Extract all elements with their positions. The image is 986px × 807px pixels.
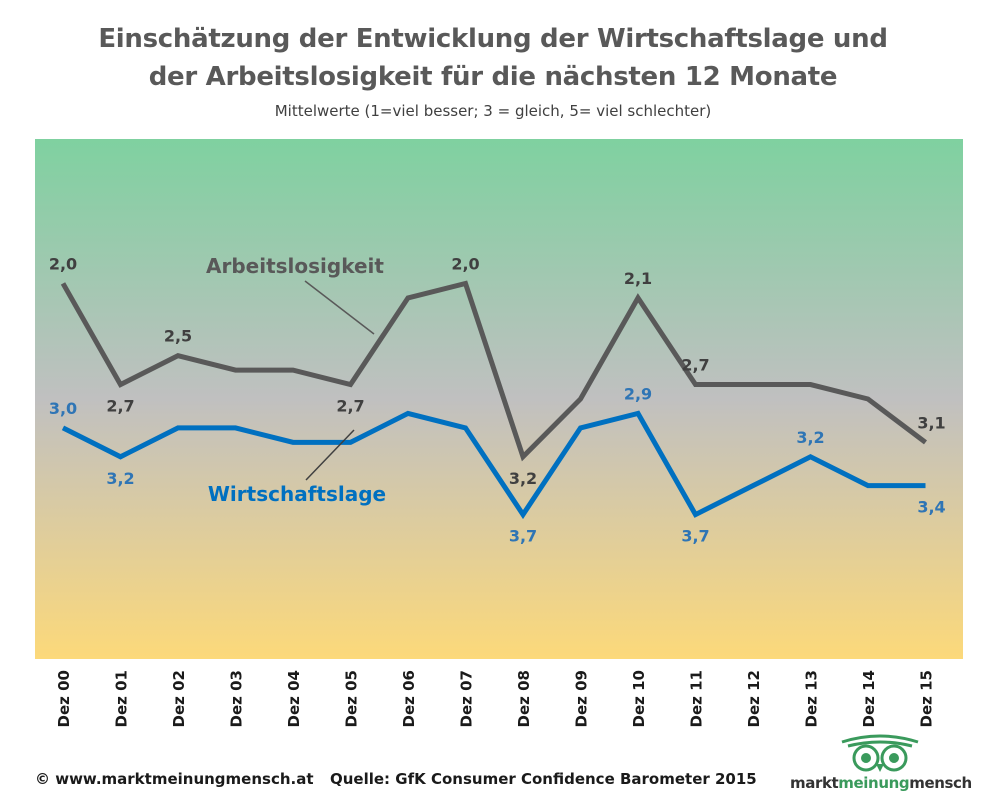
data-label-arbeitslosigkeit: 2,1 (624, 269, 652, 288)
x-tick-label: Dez 00 (55, 670, 73, 727)
series-label-wirtschaftslage: Wirtschaftslage (208, 482, 386, 506)
x-tick-label: Dez 03 (228, 670, 246, 727)
x-tick-label: Dez 04 (285, 670, 303, 727)
x-tick-label: Dez 09 (573, 670, 591, 727)
data-label-wirtschaftslage: 3,2 (796, 428, 824, 447)
x-tick-label: Dez 13 (803, 670, 821, 727)
x-tick-label: Dez 07 (458, 670, 476, 727)
series-line-wirtschaftslage (61, 410, 926, 520)
data-label-arbeitslosigkeit: 2,0 (451, 254, 479, 273)
logo-part-2: meinung (838, 774, 910, 792)
x-tick-label: Dez 06 (400, 670, 418, 727)
logo-wordmark: marktmeinungmensch (790, 774, 972, 792)
owl-icon (841, 734, 919, 772)
data-label-arbeitslosigkeit: 2,7 (336, 397, 364, 416)
data-label-wirtschaftslage: 3,7 (681, 527, 709, 546)
logo-part-1: markt (790, 774, 839, 792)
data-label-arbeitslosigkeit: 2,5 (164, 327, 192, 346)
x-tick-label: Dez 12 (745, 670, 763, 727)
company-logo: marktmeinungmensch (790, 732, 972, 802)
chart-title-line-1: Einschätzung der Entwicklung der Wirtsch… (98, 24, 888, 54)
chart-title-line-2: der Arbeitslosigkeit für die nächsten 12… (148, 62, 838, 92)
chart-subtitle: Mittelwerte (1=viel besser; 3 = gleich, … (274, 102, 712, 120)
copyright-text: © www.marktmeinungmensch.at (35, 770, 314, 788)
x-tick-label: Dez 11 (688, 670, 706, 727)
data-label-arbeitslosigkeit: 3,2 (509, 469, 537, 488)
x-tick-label: Dez 10 (630, 670, 648, 727)
data-label-wirtschaftslage: 2,9 (624, 384, 652, 403)
data-label-arbeitslosigkeit: 2,0 (49, 254, 77, 273)
series-label-arbeitslosigkeit: Arbeitslosigkeit (206, 254, 384, 278)
data-label-arbeitslosigkeit: 2,7 (681, 356, 709, 375)
data-label-wirtschaftslage: 3,0 (49, 399, 77, 418)
data-label-wirtschaftslage: 3,2 (106, 469, 134, 488)
x-tick-label: Dez 15 (918, 670, 936, 727)
data-label-arbeitslosigkeit: 2,7 (106, 397, 134, 416)
x-tick-label: Dez 05 (343, 670, 361, 727)
source-text: Quelle: GfK Consumer Confidence Baromete… (330, 770, 757, 788)
plot-area-background (35, 139, 963, 659)
x-tick-label: Dez 08 (515, 670, 533, 727)
x-tick-label: Dez 14 (860, 670, 878, 727)
x-tick-label: Dez 02 (170, 670, 188, 727)
data-label-arbeitslosigkeit: 3,1 (917, 413, 945, 432)
series-line-arbeitslosigkeit (60, 280, 928, 462)
logo-part-3: mensch (909, 774, 972, 792)
leader-line-wirtschaftslage (305, 429, 355, 481)
leader-line-arbeitslosigkeit (304, 280, 375, 335)
x-tick-label: Dez 01 (113, 670, 131, 727)
data-label-wirtschaftslage: 3,4 (917, 498, 945, 517)
data-label-wirtschaftslage: 3,7 (509, 527, 537, 546)
